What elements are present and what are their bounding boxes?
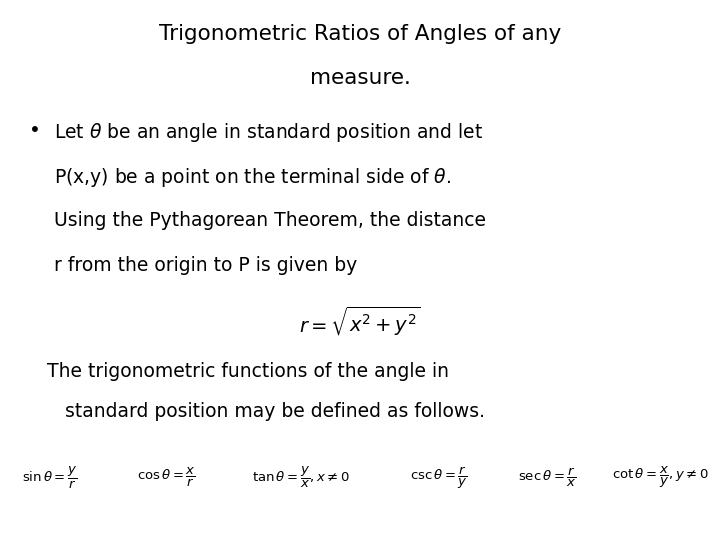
Text: r from the origin to P is given by: r from the origin to P is given by (54, 256, 357, 275)
Text: $r = \sqrt{x^2 + y^2}$: $r = \sqrt{x^2 + y^2}$ (299, 305, 421, 339)
Text: measure.: measure. (310, 68, 410, 87)
Text: $\cot\theta = \dfrac{x}{y}, y\neq 0$: $\cot\theta = \dfrac{x}{y}, y\neq 0$ (612, 465, 709, 490)
Text: $\sec\theta = \dfrac{r}{x}$: $\sec\theta = \dfrac{r}{x}$ (518, 467, 577, 489)
Text: Let $\theta$ be an angle in standard position and let: Let $\theta$ be an angle in standard pos… (54, 122, 483, 145)
Text: •: • (29, 122, 40, 140)
Text: P(x,y) be a point on the terminal side of $\theta$.: P(x,y) be a point on the terminal side o… (54, 166, 451, 190)
Text: Trigonometric Ratios of Angles of any: Trigonometric Ratios of Angles of any (159, 24, 561, 44)
Text: $\sin\theta = \dfrac{y}{r}$: $\sin\theta = \dfrac{y}{r}$ (22, 465, 77, 491)
Text: $\cos\theta = \dfrac{x}{r}$: $\cos\theta = \dfrac{x}{r}$ (137, 467, 196, 489)
Text: $\csc\theta = \dfrac{r}{y}$: $\csc\theta = \dfrac{r}{y}$ (410, 465, 469, 491)
Text: The trigonometric functions of the angle in: The trigonometric functions of the angle… (47, 362, 449, 381)
Text: Using the Pythagorean Theorem, the distance: Using the Pythagorean Theorem, the dista… (54, 211, 486, 230)
Text: $\tan\theta = \dfrac{y}{x}, x\neq 0$: $\tan\theta = \dfrac{y}{x}, x\neq 0$ (252, 465, 350, 490)
Text: standard position may be defined as follows.: standard position may be defined as foll… (47, 402, 485, 421)
